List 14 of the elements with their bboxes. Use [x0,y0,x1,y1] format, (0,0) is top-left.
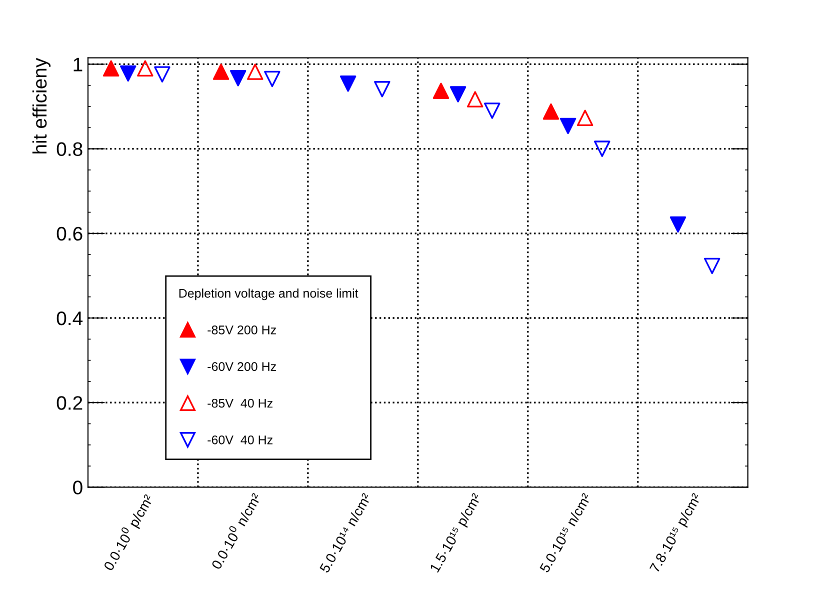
legend-title: Depletion voltage and noise limit [179,288,358,300]
y-axis-title: hit efficieny [32,58,51,154]
x-tick-label: 0.0·10$^{0}$ n/cm² [208,491,262,570]
legend-label: -85V 40 Hz [208,398,272,408]
y-tick-label: 0.4 [56,311,83,326]
legend-label: -85V 200 Hz [208,326,276,334]
y-tick-label: 0.2 [56,396,82,410]
legend-label: -60V 40 Hz [208,435,272,444]
y-tick-label: 0.6 [56,226,82,241]
y-tick-label: 0.8 [56,142,82,156]
legend-label: -60V 200 Hz [208,362,276,372]
y-tick-label: 1 [74,58,82,72]
x-tick-label: 0.0·10$^{0}$ p/cm² [100,492,156,573]
y-tick-label: 0 [73,480,82,494]
